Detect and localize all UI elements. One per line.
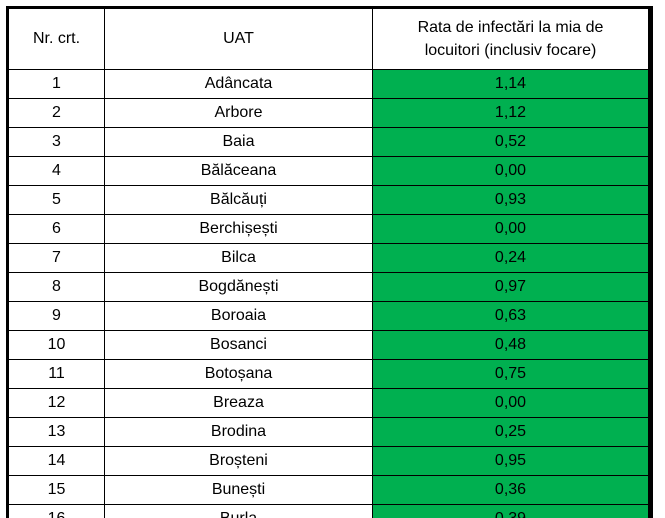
table-header-row: Nr. crt. UAT Rata de infectări la mia de… xyxy=(8,8,649,70)
cell-uat: Broșteni xyxy=(104,446,373,476)
cell-nr: 11 xyxy=(8,359,105,389)
cell-rate: 0,93 xyxy=(372,185,649,215)
cell-uat: Brodina xyxy=(104,417,373,447)
cell-uat: Berchișești xyxy=(104,214,373,244)
header-uat: UAT xyxy=(104,8,373,70)
table-row: 1 Adâncata 1,14 xyxy=(8,69,649,99)
cell-rate: 0,24 xyxy=(372,243,649,273)
header-rate-line1: Rata de infectări la mia de xyxy=(417,19,604,36)
cell-rate: 0,75 xyxy=(372,359,649,389)
infection-rate-table-frame: Nr. crt. UAT Rata de infectări la mia de… xyxy=(6,6,653,518)
cell-nr: 7 xyxy=(8,243,105,273)
cell-nr: 9 xyxy=(8,301,105,331)
table-row: 5 Bălcăuți 0,93 xyxy=(8,185,649,215)
cell-uat: Arbore xyxy=(104,98,373,128)
cell-uat: Burla xyxy=(104,504,373,518)
header-nr: Nr. crt. xyxy=(8,8,105,70)
cell-uat: Breaza xyxy=(104,388,373,418)
table-row: 16Burla0,39 xyxy=(8,504,649,518)
table-row: 12 Breaza 0,00 xyxy=(8,388,649,418)
cell-rate: 0,00 xyxy=(372,388,649,418)
table-row: 15 Bunești 0,36 xyxy=(8,475,649,505)
cell-rate: 0,48 xyxy=(372,330,649,360)
cell-rate: 0,95 xyxy=(372,446,649,476)
cell-rate: 0,25 xyxy=(372,417,649,447)
cell-rate: 0,00 xyxy=(372,156,649,186)
cell-uat: Bunești xyxy=(104,475,373,505)
cell-uat: Bosanci xyxy=(104,330,373,360)
table-row: 6 Berchișești 0,00 xyxy=(8,214,649,244)
cell-uat: Bălcăuți xyxy=(104,185,373,215)
cell-nr: 8 xyxy=(8,272,105,302)
table-row: 7 Bilca 0,24 xyxy=(8,243,649,273)
cell-nr: 6 xyxy=(8,214,105,244)
table-row: 3 Baia 0,52 xyxy=(8,127,649,157)
table-row: 10 Bosanci 0,48 xyxy=(8,330,649,360)
cell-nr: 3 xyxy=(8,127,105,157)
cell-nr: 15 xyxy=(8,475,105,505)
cell-uat: Boroaia xyxy=(104,301,373,331)
cell-uat: Baia xyxy=(104,127,373,157)
cell-nr: 12 xyxy=(8,388,105,418)
cell-rate: 0,63 xyxy=(372,301,649,331)
cell-rate: 0,97 xyxy=(372,272,649,302)
cell-uat: Adâncata xyxy=(104,69,373,99)
cell-nr: 1 xyxy=(8,69,105,99)
table-row: 9 Boroaia 0,63 xyxy=(8,301,649,331)
table-row: 4 Bălăceana 0,00 xyxy=(8,156,649,186)
header-rate: Rata de infectări la mia de locuitori (i… xyxy=(372,8,649,70)
cell-rate: 0,52 xyxy=(372,127,649,157)
cell-nr: 13 xyxy=(8,417,105,447)
table-row: 8 Bogdănești 0,97 xyxy=(8,272,649,302)
cell-nr: 10 xyxy=(8,330,105,360)
table-row: 13 Brodina 0,25 xyxy=(8,417,649,447)
cell-nr: 5 xyxy=(8,185,105,215)
cell-nr: 4 xyxy=(8,156,105,186)
table-row: 2 Arbore 1,12 xyxy=(8,98,649,128)
cell-uat: Bilca xyxy=(104,243,373,273)
cell-rate: 1,12 xyxy=(372,98,649,128)
header-rate-line2: locuitori (inclusiv focare) xyxy=(424,42,597,59)
cell-rate: 0,36 xyxy=(372,475,649,505)
cell-nr: 16 xyxy=(8,504,105,518)
cell-uat: Botoșana xyxy=(104,359,373,389)
table-row: 11 Botoșana 0,75 xyxy=(8,359,649,389)
cell-rate: 0,00 xyxy=(372,214,649,244)
cell-rate: 0,39 xyxy=(372,504,649,518)
cell-nr: 14 xyxy=(8,446,105,476)
infection-rate-table: Nr. crt. UAT Rata de infectări la mia de… xyxy=(8,8,649,518)
cell-uat: Bogdănești xyxy=(104,272,373,302)
cell-uat: Bălăceana xyxy=(104,156,373,186)
table-row: 14 Broșteni 0,95 xyxy=(8,446,649,476)
cell-nr: 2 xyxy=(8,98,105,128)
cell-rate: 1,14 xyxy=(372,69,649,99)
